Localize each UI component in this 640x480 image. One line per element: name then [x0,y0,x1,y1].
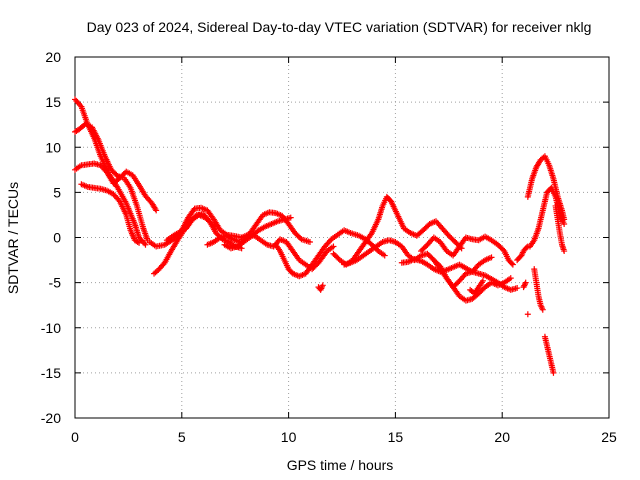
x-axis-tick-labels: 0 5 10 15 20 25 [71,429,617,445]
data-point [522,279,529,286]
y-tick-label: -15 [41,365,61,381]
series-track-n [341,237,514,304]
x-tick-label: 0 [71,429,79,445]
x-axis-label: GPS time / hours [287,457,394,473]
data-point [319,282,326,289]
y-tick-label: -10 [41,320,61,336]
series-track-a [72,96,149,248]
data-point [524,311,531,318]
series-track-k [272,227,388,280]
x-tick-label: 15 [388,429,404,445]
x-tick-label: 10 [281,429,297,445]
data-point [508,260,515,267]
series-track-x [531,266,546,313]
data-point [136,239,143,246]
data-point [539,306,546,313]
series-track-c [72,160,160,214]
y-tick-label: 5 [53,184,61,200]
y-tick-label: 20 [45,49,61,65]
data-points [72,96,568,376]
y-tick-label: 0 [53,230,61,246]
data-point [306,239,313,246]
axis-ticks [74,56,610,419]
data-point [550,369,557,376]
series-track-y [541,333,557,376]
data-point [509,261,516,268]
data-point [381,252,388,259]
grid-lines [75,57,609,418]
x-tick-label: 20 [494,429,510,445]
data-point [142,241,149,248]
data-point [212,223,219,230]
series-track-u [524,311,531,318]
series-track-l [315,282,326,293]
y-tick-label: -5 [49,275,62,291]
series-track-t [520,279,529,291]
data-point [479,277,486,284]
series-track-p [418,233,516,268]
y-axis-tick-labels: -20 -15 -10 -5 0 5 10 15 20 [41,49,61,426]
data-point [500,246,507,253]
data-point [514,285,521,292]
series-track-j [238,231,337,273]
series-track-v [524,153,568,223]
data-point [561,220,568,227]
series-track-d [78,181,143,246]
x-tick-label: 25 [601,429,617,445]
data-point [153,207,160,214]
data-point [507,275,514,282]
x-tick-label: 5 [178,429,186,445]
y-tick-label: 10 [45,139,61,155]
data-point [561,248,568,255]
data-point [330,243,337,250]
series-track-s [514,243,531,264]
y-tick-label: -20 [41,410,61,426]
chart-title: Day 023 of 2024, Sidereal Day-to-day VTE… [87,19,592,35]
y-tick-label: 15 [45,94,61,110]
data-point [523,244,530,251]
data-point [488,254,495,261]
series-track-z [552,202,568,255]
series-track-b [72,120,151,244]
series-track-q [430,254,495,291]
series-track-g [163,211,219,244]
series-track-r [467,277,486,297]
data-point [238,245,245,252]
y-axis-label: SDTVAR / TECUs [5,182,21,294]
data-point [287,214,294,221]
